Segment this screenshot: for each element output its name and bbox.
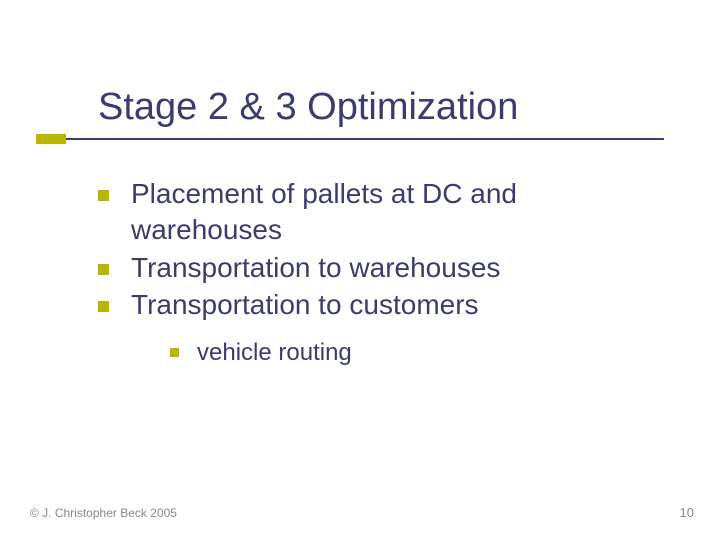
square-bullet-icon xyxy=(170,348,179,357)
title-block: Stage 2 & 3 Optimization xyxy=(98,86,680,129)
square-bullet-icon xyxy=(98,301,109,312)
sub-bullet-list: vehicle routing xyxy=(170,337,660,368)
slide: Stage 2 & 3 Optimization Placement of pa… xyxy=(0,0,720,540)
bullet-text: Placement of pallets at DC and warehouse… xyxy=(131,176,660,248)
footer-page-number: 10 xyxy=(680,505,694,520)
sub-bullet-item: vehicle routing xyxy=(170,337,660,368)
bullet-text: Transportation to warehouses xyxy=(131,250,500,286)
bullet-item: Placement of pallets at DC and warehouse… xyxy=(98,176,660,248)
content-block: Placement of pallets at DC and warehouse… xyxy=(98,176,660,369)
bullet-text: Transportation to customers xyxy=(131,287,479,323)
bullet-item: Transportation to customers xyxy=(98,287,660,323)
square-bullet-icon xyxy=(98,190,109,201)
footer-copyright: © J. Christopher Beck 2005 xyxy=(30,506,177,520)
slide-title: Stage 2 & 3 Optimization xyxy=(98,86,680,129)
title-accent-box xyxy=(36,134,66,144)
square-bullet-icon xyxy=(98,264,109,275)
bullet-item: Transportation to warehouses xyxy=(98,250,660,286)
sub-bullet-text: vehicle routing xyxy=(197,337,352,368)
title-underline xyxy=(36,138,664,140)
